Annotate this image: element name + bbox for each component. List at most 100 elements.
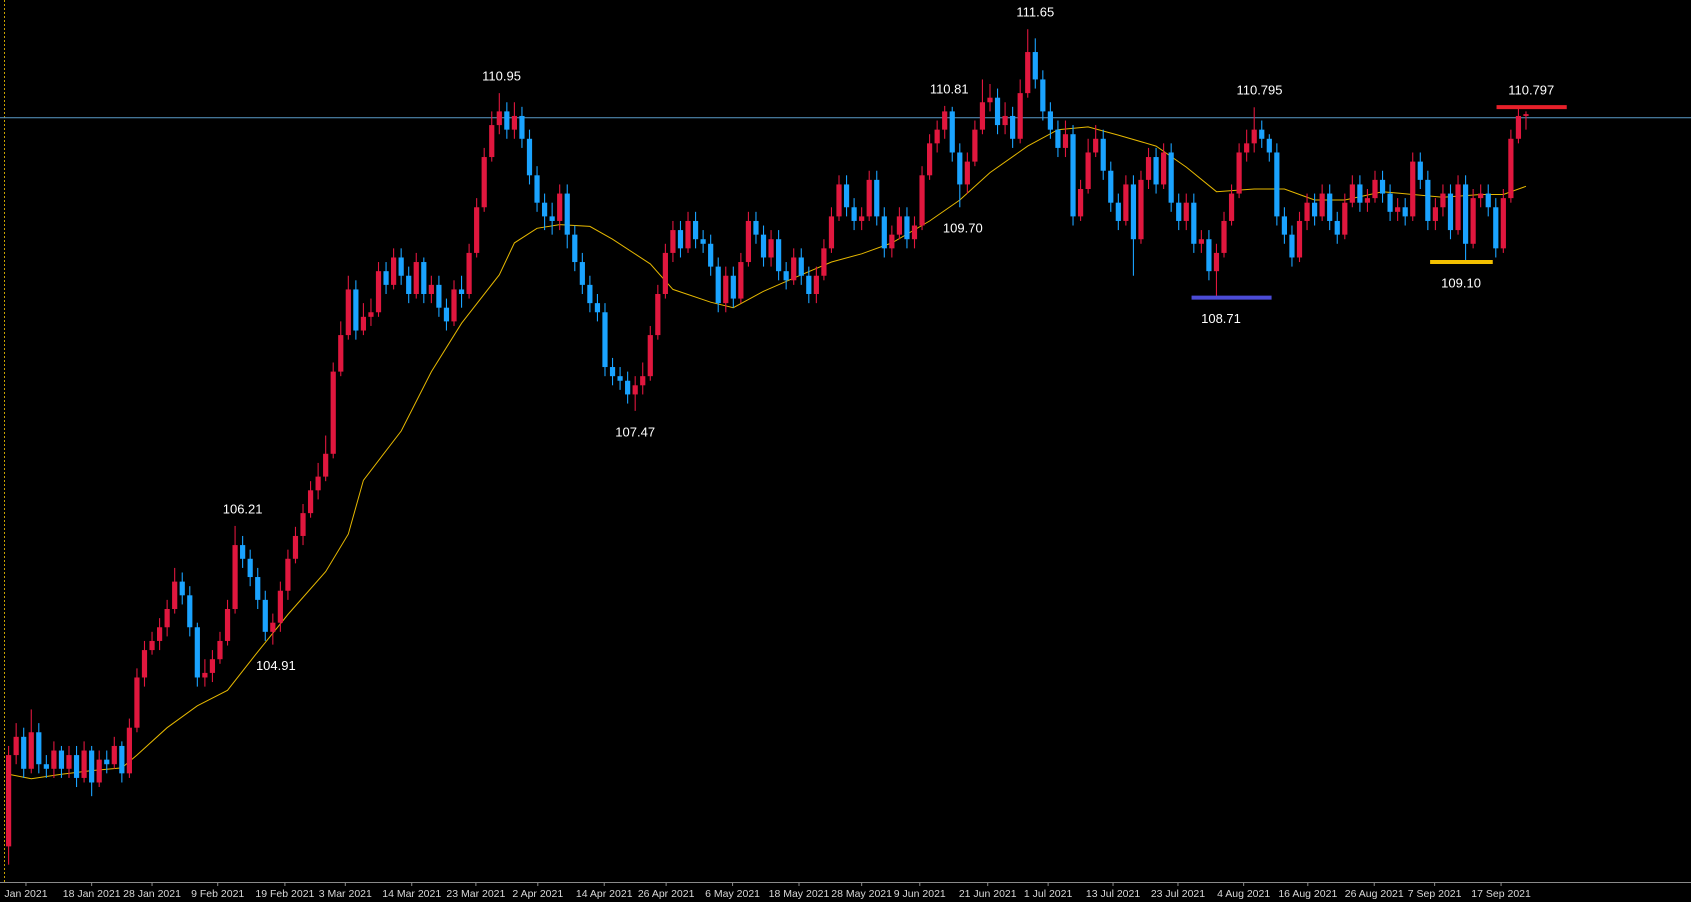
price-annotation: 108.71 — [1201, 311, 1241, 326]
candle-body — [240, 545, 246, 559]
candle-body — [1236, 152, 1242, 194]
x-tick-label: 14 Mar 2021 — [382, 888, 441, 900]
candle-body — [1047, 111, 1053, 130]
candle-body — [738, 262, 744, 299]
price-annotation: 111.65 — [1016, 5, 1054, 20]
candle-body — [602, 312, 608, 368]
x-tick-label: 9 Jun 2021 — [894, 888, 946, 900]
candle-body — [481, 157, 487, 208]
candle-body — [1410, 161, 1416, 217]
candle-body — [474, 207, 480, 253]
candle-body — [972, 129, 978, 162]
candle-body — [723, 275, 729, 304]
x-tick-label: 9 Feb 2021 — [191, 888, 244, 900]
candle-body — [126, 727, 132, 774]
candle-body — [255, 577, 261, 600]
candle-body — [1077, 189, 1084, 217]
candle-body — [1485, 193, 1491, 208]
candle-body — [262, 599, 268, 632]
candle-body — [1342, 202, 1348, 235]
candle-body — [926, 143, 933, 176]
candle-body — [1010, 115, 1016, 139]
candle-body — [1274, 152, 1280, 217]
candle-body — [904, 216, 910, 240]
candle-body — [360, 316, 367, 331]
x-tick-label: 17 Sep 2021 — [1471, 888, 1531, 900]
x-tick-label: 18 Jan 2021 — [63, 888, 121, 900]
candle-body — [323, 453, 329, 477]
candle-body — [421, 262, 427, 294]
candle-body — [436, 284, 442, 308]
candle-body — [919, 175, 925, 226]
candle-body — [391, 257, 397, 285]
candle-body — [1470, 198, 1476, 244]
candle-body — [1493, 207, 1499, 249]
candle-body — [519, 115, 525, 139]
price-annotation: 109.10 — [1441, 275, 1481, 290]
candle-body — [119, 745, 125, 774]
candle-body — [549, 216, 555, 221]
candle-body — [979, 102, 986, 130]
candle-body — [307, 490, 314, 514]
candle-body — [700, 239, 706, 244]
candle-body — [247, 558, 253, 578]
x-tick-label: 14 Apr 2021 — [576, 888, 633, 900]
price-annotation: 107.47 — [615, 424, 655, 439]
candle-body — [89, 750, 95, 783]
candle-body — [1312, 202, 1318, 217]
candle-body — [715, 266, 721, 304]
candle-body — [1100, 138, 1106, 171]
candle-body — [866, 179, 872, 217]
candle-body — [489, 125, 495, 158]
candle-body — [1206, 239, 1212, 272]
candle-body — [1025, 52, 1031, 94]
candle-body — [345, 289, 351, 336]
price-annotation: 110.95 — [482, 69, 521, 84]
candle-body — [768, 239, 774, 258]
candle-body — [859, 216, 865, 221]
candle-body — [1379, 179, 1386, 194]
candle-body — [13, 736, 19, 756]
candle-body — [798, 257, 804, 276]
candle-body — [594, 303, 601, 313]
candle-body — [383, 271, 389, 285]
candle-body — [889, 234, 895, 249]
candle-body — [942, 111, 948, 130]
candle-body — [677, 230, 684, 249]
x-tick-label: 7 Sep 2021 — [1408, 888, 1462, 900]
candle-body — [406, 275, 412, 294]
candle-body — [1168, 152, 1174, 203]
candle-body — [1402, 207, 1408, 217]
candle-body — [1251, 129, 1257, 144]
candle-body — [458, 289, 465, 294]
candle-body — [300, 513, 306, 536]
candle-body — [1304, 202, 1310, 221]
candle-body — [1017, 93, 1023, 139]
x-tick-label: 2 Apr 2021 — [512, 888, 563, 900]
candle-body — [156, 627, 163, 641]
price-annotation: 110.81 — [930, 81, 969, 96]
candle-body — [1462, 184, 1469, 244]
candle-body — [1508, 138, 1514, 199]
candle-body — [1259, 129, 1265, 139]
candle-body — [511, 115, 517, 130]
candle-body — [1055, 129, 1061, 148]
candle-body — [685, 220, 691, 249]
candle-body — [1296, 220, 1303, 258]
candle-body — [851, 207, 857, 221]
candle-body — [209, 659, 216, 673]
x-tick-label: 26 Aug 2021 — [1345, 888, 1404, 900]
candle-body — [534, 175, 540, 203]
candle-body — [625, 380, 631, 395]
candle-body — [1447, 193, 1454, 231]
candle-body — [896, 216, 903, 235]
x-tick-label: 4 Aug 2021 — [1217, 888, 1270, 900]
candle-body — [1002, 115, 1008, 126]
candle-body — [21, 736, 27, 769]
candle-body — [1425, 179, 1431, 221]
candle-body — [828, 216, 835, 249]
candle-body — [632, 385, 638, 395]
candle-body — [187, 595, 193, 628]
candle-body — [1221, 220, 1227, 253]
